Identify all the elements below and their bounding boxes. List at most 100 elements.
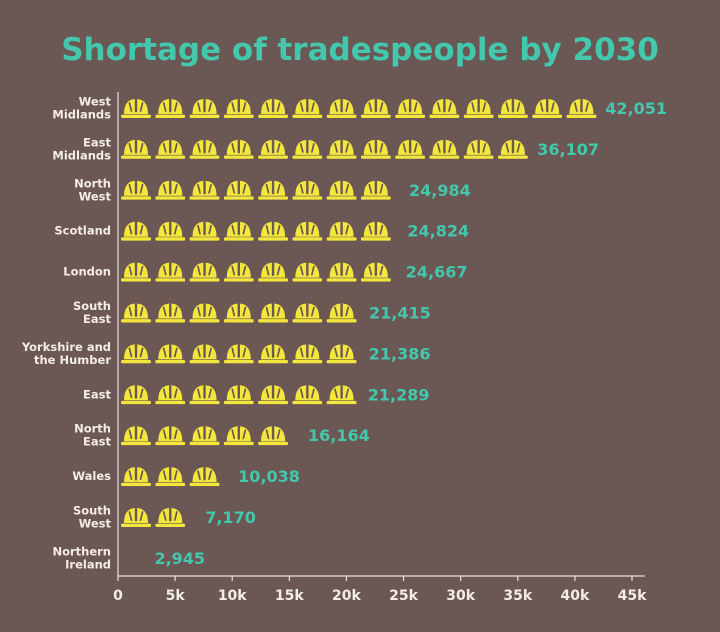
hard-hat-icon — [360, 139, 391, 159]
hard-hat-icon — [258, 221, 289, 241]
hard-hat-icon — [155, 425, 186, 446]
hard-hat-icon — [258, 98, 289, 118]
hard-hat-icon — [292, 221, 323, 241]
hard-hat-icon — [258, 343, 289, 364]
hard-hat-icon — [360, 221, 391, 241]
hard-hat-icon — [360, 180, 391, 200]
hard-hat-icon — [326, 98, 357, 118]
x-tick-label: 25k — [389, 588, 418, 604]
hard-hat-icon — [326, 221, 357, 241]
category-label-line: the Humber — [34, 353, 111, 367]
x-tick-label: 45k — [618, 588, 647, 604]
category-label: East — [83, 387, 111, 401]
category-label-line: Yorkshire and — [21, 340, 111, 354]
category-label: South East — [73, 299, 112, 326]
hard-hat-icon — [189, 466, 220, 487]
hard-hat-icon — [326, 303, 357, 323]
hard-hat-icon — [566, 98, 597, 118]
hard-hat-icon — [223, 221, 254, 241]
value-label: 7,170 — [205, 508, 256, 527]
bar-row: South East 21,415 — [73, 299, 431, 326]
hard-hat-icon — [395, 98, 426, 118]
hard-hat-icon — [258, 180, 289, 200]
hard-hat-icon — [155, 221, 186, 241]
hard-hat-icon — [155, 466, 186, 487]
x-axis: 0 5k 10k 15k 20k 25k 30k 35k 40k 45k — [113, 92, 647, 604]
x-tick-label: 15k — [275, 588, 304, 604]
x-tick-label: 0 — [113, 588, 123, 604]
bar-row: South West 7,170 — [73, 504, 256, 531]
hard-hat-icon — [429, 139, 460, 159]
value-label: 36,107 — [537, 140, 599, 159]
hard-hat-icon — [121, 548, 151, 568]
value-label: 16,164 — [308, 426, 370, 445]
category-label: Yorkshire and the Humber — [21, 340, 111, 367]
hard-hat-icon — [121, 221, 151, 241]
category-label-line: West — [79, 517, 112, 531]
hard-hat-icon — [223, 303, 254, 323]
hard-hat-icon — [326, 343, 357, 364]
category-label: Northern Ireland — [52, 544, 111, 571]
hard-hat-icon — [258, 425, 289, 446]
hard-hat-icon — [189, 343, 220, 364]
category-label: Wales — [72, 469, 111, 483]
category-label-line: Northern — [52, 544, 111, 558]
category-label-line: Midlands — [52, 148, 111, 162]
category-label-line: East — [83, 312, 111, 326]
hard-hat-icon — [189, 98, 220, 118]
category-label-line: North — [74, 176, 111, 190]
hard-hat-icon — [292, 303, 323, 323]
hard-hat-icon — [223, 425, 254, 446]
category-label-line: East — [83, 435, 111, 449]
hard-hat-icon — [189, 425, 220, 446]
category-label-line: Wales — [72, 469, 111, 483]
value-label: 21,386 — [369, 344, 431, 363]
hard-hat-icon — [121, 180, 151, 200]
value-label: 24,984 — [409, 181, 471, 200]
hard-hat-icon — [223, 98, 254, 118]
category-label-line: Ireland — [65, 557, 111, 571]
x-tick-label: 20k — [332, 588, 361, 604]
value-label: 21,289 — [368, 385, 430, 404]
category-label-line: West — [79, 189, 112, 203]
bar-row: West Midlands 42,051 — [52, 95, 667, 122]
category-label-line: North — [74, 422, 111, 436]
hard-hat-icon — [121, 139, 151, 159]
hard-hat-icon — [258, 303, 289, 323]
hard-hat-icon — [121, 466, 151, 487]
category-label: North West — [74, 176, 111, 203]
hard-hat-icon — [121, 262, 151, 282]
category-label-line: East — [83, 387, 111, 401]
category-label: South West — [73, 504, 112, 531]
hard-hat-icon — [155, 384, 186, 405]
bar-row: Northern Ireland 2,945 — [52, 544, 205, 571]
hard-hat-icon — [463, 98, 494, 118]
bar-row: East 21,289 — [83, 384, 430, 405]
hard-hat-icon — [258, 384, 289, 405]
hard-hat-icon — [463, 139, 494, 159]
bar-row: North West 24,984 — [74, 176, 471, 203]
hard-hat-icon — [189, 221, 220, 241]
x-tick-label: 40k — [560, 588, 589, 604]
hard-hat-icon — [326, 262, 357, 282]
hard-hat-icon — [292, 98, 323, 118]
bar-row: Wales 10,038 — [72, 466, 300, 487]
value-label: 10,038 — [238, 467, 300, 486]
hard-hat-icon — [292, 343, 323, 364]
category-label: East Midlands — [52, 135, 111, 162]
x-tick-label: 35k — [503, 588, 532, 604]
hard-hat-icon — [326, 384, 357, 405]
x-tick-label: 10k — [218, 588, 247, 604]
value-label: 21,415 — [369, 304, 431, 323]
hard-hat-icon — [121, 303, 151, 323]
hard-hat-icon — [292, 384, 323, 405]
x-tick-label: 30k — [446, 588, 475, 604]
bar-row: Scotland 24,824 — [54, 221, 469, 241]
bar-row: London 24,667 — [63, 262, 468, 282]
hard-hat-icon — [121, 384, 151, 405]
hard-hat-icon — [189, 262, 220, 282]
category-label-line: London — [63, 265, 111, 279]
hard-hat-icon — [121, 343, 151, 364]
